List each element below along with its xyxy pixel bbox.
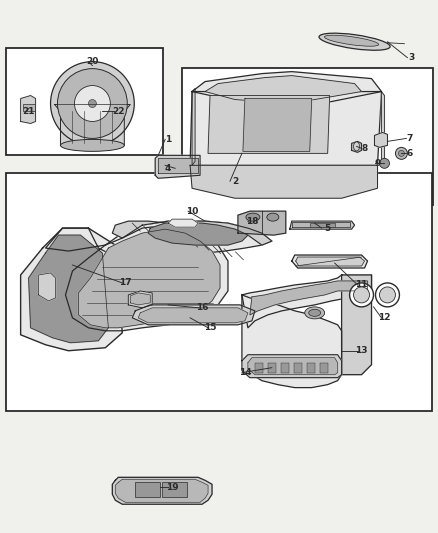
Text: 5: 5 bbox=[325, 224, 331, 232]
Polygon shape bbox=[190, 165, 378, 198]
Polygon shape bbox=[155, 155, 200, 178]
Circle shape bbox=[350, 283, 374, 307]
Polygon shape bbox=[192, 71, 381, 106]
Bar bbox=[294, 362, 302, 373]
Bar bbox=[6, 173, 432, 410]
Polygon shape bbox=[292, 255, 367, 268]
Text: 4: 4 bbox=[165, 164, 171, 173]
Text: 1: 1 bbox=[165, 135, 171, 144]
Text: 17: 17 bbox=[119, 278, 131, 287]
Text: 20: 20 bbox=[86, 57, 99, 66]
Polygon shape bbox=[248, 358, 338, 375]
Circle shape bbox=[375, 283, 399, 307]
Text: 15: 15 bbox=[204, 324, 216, 332]
Polygon shape bbox=[342, 275, 371, 375]
Polygon shape bbox=[132, 305, 255, 325]
Polygon shape bbox=[78, 229, 220, 328]
Polygon shape bbox=[381, 92, 385, 165]
Polygon shape bbox=[66, 225, 228, 331]
Polygon shape bbox=[138, 308, 248, 323]
Ellipse shape bbox=[325, 35, 379, 46]
Text: 2: 2 bbox=[232, 177, 238, 186]
Polygon shape bbox=[374, 132, 388, 148]
Polygon shape bbox=[243, 99, 312, 151]
Ellipse shape bbox=[319, 33, 390, 50]
Text: 16: 16 bbox=[196, 303, 208, 312]
Polygon shape bbox=[168, 219, 198, 227]
Polygon shape bbox=[296, 257, 364, 266]
Bar bbox=[320, 362, 328, 373]
Polygon shape bbox=[115, 479, 208, 502]
Polygon shape bbox=[205, 76, 361, 103]
Polygon shape bbox=[112, 478, 212, 504]
Circle shape bbox=[379, 287, 396, 303]
Bar bbox=[6, 47, 163, 155]
Text: 3: 3 bbox=[408, 53, 414, 62]
Ellipse shape bbox=[267, 213, 279, 221]
Bar bbox=[162, 482, 187, 497]
Polygon shape bbox=[128, 291, 152, 308]
Bar bbox=[310, 223, 335, 227]
Polygon shape bbox=[21, 228, 122, 351]
Circle shape bbox=[88, 100, 96, 108]
Bar bbox=[182, 68, 433, 205]
Text: 19: 19 bbox=[166, 483, 178, 492]
Text: 22: 22 bbox=[112, 107, 124, 116]
Polygon shape bbox=[242, 275, 371, 328]
Circle shape bbox=[353, 287, 370, 303]
Text: 7: 7 bbox=[406, 134, 413, 143]
Polygon shape bbox=[28, 235, 108, 343]
Polygon shape bbox=[39, 273, 56, 301]
Polygon shape bbox=[292, 222, 350, 227]
Bar bbox=[307, 362, 314, 373]
Circle shape bbox=[396, 148, 407, 159]
Text: 14: 14 bbox=[239, 368, 251, 377]
Polygon shape bbox=[242, 295, 342, 387]
Text: 10: 10 bbox=[186, 207, 198, 216]
Bar bbox=[255, 362, 263, 373]
Text: 6: 6 bbox=[406, 149, 413, 158]
Text: 9: 9 bbox=[374, 159, 381, 168]
Circle shape bbox=[57, 69, 127, 139]
Text: 8: 8 bbox=[361, 144, 367, 153]
Polygon shape bbox=[112, 221, 272, 245]
Polygon shape bbox=[250, 281, 367, 315]
Text: 12: 12 bbox=[378, 313, 391, 322]
Polygon shape bbox=[148, 223, 248, 245]
Polygon shape bbox=[21, 95, 35, 124]
Polygon shape bbox=[242, 355, 342, 378]
Polygon shape bbox=[130, 293, 150, 305]
Circle shape bbox=[74, 86, 110, 122]
Ellipse shape bbox=[246, 213, 260, 221]
Text: 18: 18 bbox=[246, 216, 258, 225]
Polygon shape bbox=[192, 88, 195, 165]
Bar bbox=[23, 103, 35, 111]
Polygon shape bbox=[290, 221, 355, 229]
Text: 11: 11 bbox=[355, 280, 368, 289]
Ellipse shape bbox=[309, 309, 321, 317]
Polygon shape bbox=[190, 92, 381, 165]
Circle shape bbox=[50, 62, 134, 146]
Polygon shape bbox=[54, 104, 130, 146]
Polygon shape bbox=[352, 141, 361, 152]
Polygon shape bbox=[208, 95, 330, 154]
Bar bbox=[281, 362, 289, 373]
Polygon shape bbox=[238, 211, 286, 235]
Circle shape bbox=[379, 158, 389, 168]
Bar bbox=[135, 482, 160, 497]
Text: 13: 13 bbox=[355, 346, 368, 355]
Text: 21: 21 bbox=[22, 107, 35, 116]
Circle shape bbox=[399, 150, 404, 156]
Polygon shape bbox=[46, 221, 272, 261]
Polygon shape bbox=[158, 158, 198, 173]
Ellipse shape bbox=[353, 142, 360, 151]
Ellipse shape bbox=[60, 140, 124, 151]
Ellipse shape bbox=[305, 307, 325, 319]
Bar bbox=[268, 362, 276, 373]
